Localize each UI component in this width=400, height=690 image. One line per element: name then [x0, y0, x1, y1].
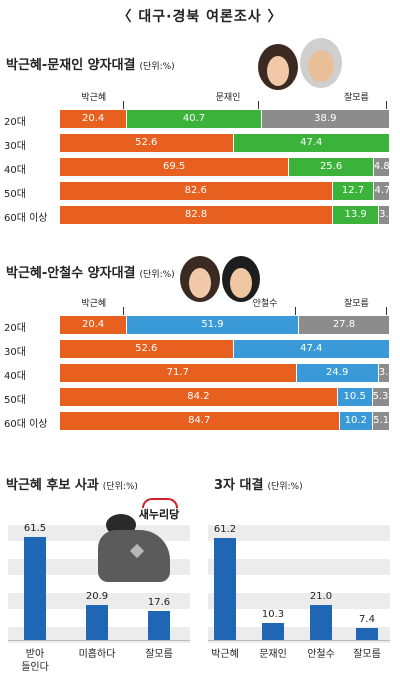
bar-segment: 12.7 — [332, 182, 374, 200]
value-label: 17.6 — [147, 596, 171, 608]
value-label: 21.0 — [309, 590, 333, 602]
legend-박근혜: 박근혜 — [81, 299, 107, 309]
baseline — [208, 640, 390, 641]
bar-segment: 71.7 — [60, 364, 296, 382]
category-label: 잘모름 — [353, 649, 381, 660]
chart2-title: 박근혜-안철수 양자대결 (단위:%) — [6, 266, 175, 281]
ahn-portrait — [222, 256, 260, 302]
category-label: 미흡하다 — [78, 649, 116, 660]
category-label: 잘모름 — [145, 649, 173, 660]
park-moon-chart: 박근혜 문재인 잘모름 20대 20.4 40.7 38.9 30대 52.6 47.4 40대 69… — [0, 82, 400, 232]
age-label: 30대 — [4, 141, 26, 152]
bar-segment: 69.5 — [60, 158, 289, 176]
chart4-title: 3자 대결 (단위:%) — [214, 478, 303, 493]
park-ahn-chart: 박근혜 안철수 잘모름 20대 20.4 51.9 27.8 30대 52.6 47.4 40대 71… — [0, 288, 400, 438]
legend-문재인: 문재인 — [215, 93, 241, 103]
park-portrait-1 — [258, 44, 298, 90]
bar-segment: 4.7 — [374, 182, 389, 200]
bar-segment: 82.6 — [60, 182, 332, 200]
moon-portrait — [300, 38, 342, 88]
category-label: 박근혜 — [211, 649, 239, 660]
value-label: 61.5 — [23, 523, 47, 535]
bar-segment: 47.4 — [233, 134, 389, 152]
bar-segment: 13.9 — [333, 206, 379, 224]
grid-band — [208, 627, 390, 643]
bar-segment: 10.2 — [339, 412, 373, 430]
bar — [148, 610, 170, 640]
bar-segment: 52.6 — [60, 134, 233, 152]
bar — [310, 604, 332, 640]
three-way-chart: 61.2 박근혜 10.3 문재인 21.0 안철수 7.4 잘모름 — [200, 495, 400, 690]
age-label: 20대 — [4, 117, 26, 128]
legend-잘모름: 잘모름 — [344, 93, 369, 103]
value-label: 7.4 — [359, 613, 375, 625]
saenuri-party-logo: 새누리당 — [128, 498, 190, 524]
bar-segment: 3.4 — [378, 364, 389, 382]
category-label: 안철수 — [307, 649, 335, 660]
age-label: 60대 이상 — [4, 213, 48, 224]
grid-band — [208, 559, 390, 575]
bar — [214, 537, 236, 640]
legend-pointer — [386, 307, 387, 315]
legend-박근혜: 박근혜 — [81, 93, 107, 103]
bar-segment: 5.1 — [373, 412, 389, 430]
legend-pointer — [386, 101, 387, 109]
bar — [262, 622, 284, 640]
value-label: 61.2 — [213, 523, 237, 535]
bar — [24, 537, 46, 640]
age-label: 60대 이상 — [4, 419, 48, 430]
legend-pointer — [123, 101, 125, 109]
legend-pointer — [257, 101, 259, 109]
bowing-figure — [92, 504, 176, 584]
bar-segment: 38.9 — [261, 110, 389, 128]
age-label: 40대 — [4, 165, 26, 176]
bar-segment: 20.4 — [60, 110, 127, 128]
bar-segment: 3.3 — [379, 206, 389, 224]
age-label: 40대 — [4, 371, 26, 382]
bar-segment: 47.4 — [233, 340, 389, 358]
bar-segment: 51.9 — [127, 316, 298, 334]
bar-segment: 40.7 — [127, 110, 261, 128]
legend-pointer — [123, 307, 125, 315]
legend-안철수: 안철수 — [252, 299, 278, 309]
grid-band — [208, 593, 390, 609]
legend-잘모름: 잘모름 — [344, 299, 369, 309]
bar — [86, 605, 108, 640]
bar-segment: 27.8 — [298, 316, 390, 334]
legend-pointer — [294, 307, 296, 315]
bar-segment: 84.2 — [60, 388, 337, 406]
bar — [356, 627, 378, 640]
age-label: 50대 — [4, 395, 26, 406]
age-label: 30대 — [4, 347, 26, 358]
bar-segment: 52.6 — [60, 340, 233, 358]
bar-segment: 24.9 — [296, 364, 378, 382]
bar-segment: 82.8 — [60, 206, 333, 224]
grid-band — [8, 593, 190, 609]
category-label: 받아 들인다 — [21, 649, 49, 673]
bar-segment: 20.4 — [60, 316, 127, 334]
park-portrait-2 — [180, 256, 220, 302]
category-label: 문재인 — [259, 649, 287, 660]
age-label: 50대 — [4, 189, 26, 200]
bar-segment: 4.8 — [373, 158, 389, 176]
baseline — [8, 640, 190, 641]
grid-band — [208, 525, 390, 541]
bar-segment: 5.3 — [372, 388, 389, 406]
bar-segment: 84.7 — [60, 412, 339, 430]
page-title: 〈 대구·경북 여론조사 〉 — [117, 9, 283, 25]
value-label: 10.3 — [261, 608, 285, 620]
bar-segment: 25.6 — [289, 158, 373, 176]
bar-segment: 10.5 — [337, 388, 372, 406]
chart3-title: 박근혜 후보 사과 (단위:%) — [6, 478, 138, 493]
value-label: 20.9 — [85, 591, 109, 603]
age-label: 20대 — [4, 323, 26, 334]
chart1-title: 박근혜-문재인 양자대결 (단위:%) — [6, 58, 175, 73]
